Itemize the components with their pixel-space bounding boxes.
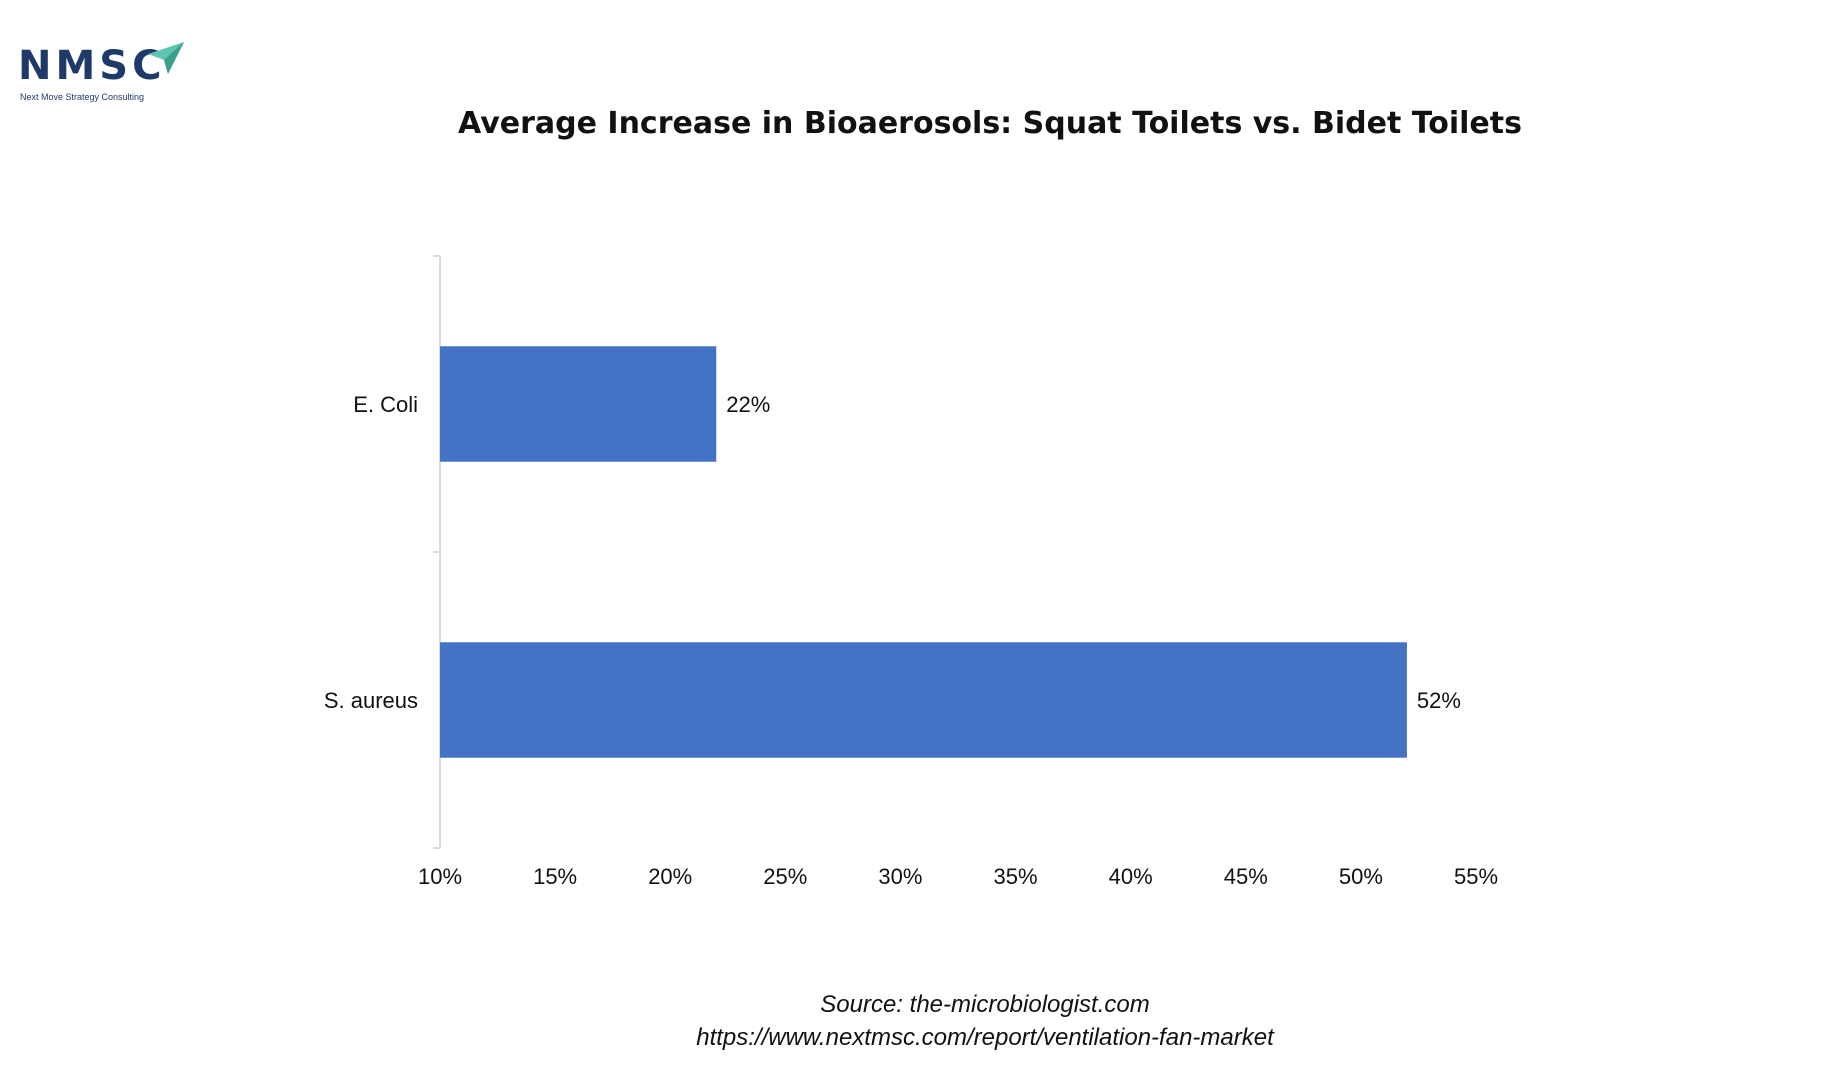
category-label: S. aureus xyxy=(324,688,418,713)
x-tick-label: 10% xyxy=(418,864,462,889)
x-tick-label: 25% xyxy=(763,864,807,889)
x-tick-label: 20% xyxy=(648,864,692,889)
category-label: E. Coli xyxy=(353,392,418,417)
x-tick-label: 30% xyxy=(878,864,922,889)
logo-text: NMSC xyxy=(18,43,166,89)
chart-title: Average Increase in Bioaerosols: Squat T… xyxy=(458,106,1522,141)
data-label: 52% xyxy=(1417,688,1461,713)
data-label: 22% xyxy=(726,392,770,417)
source-note: Source: the-microbiologist.com https://w… xyxy=(0,988,1823,1054)
x-tick-label: 15% xyxy=(533,864,577,889)
x-tick-label: 50% xyxy=(1339,864,1383,889)
logo-subtitle: Next Move Strategy Consulting xyxy=(20,92,145,102)
x-tick-label: 45% xyxy=(1224,864,1268,889)
x-tick-label: 55% xyxy=(1454,864,1498,889)
source-url: https://www.nextmsc.com/report/ventilati… xyxy=(696,1024,1274,1051)
x-tick-label: 35% xyxy=(994,864,1038,889)
x-tick-label: 40% xyxy=(1109,864,1153,889)
nmsc-logo: NMSC Next Move Strategy Consulting xyxy=(14,36,184,108)
paper-plane-icon xyxy=(148,42,184,74)
bar xyxy=(440,642,1407,758)
source-line: Source: the-microbiologist.com xyxy=(820,991,1150,1018)
bar xyxy=(440,346,717,462)
